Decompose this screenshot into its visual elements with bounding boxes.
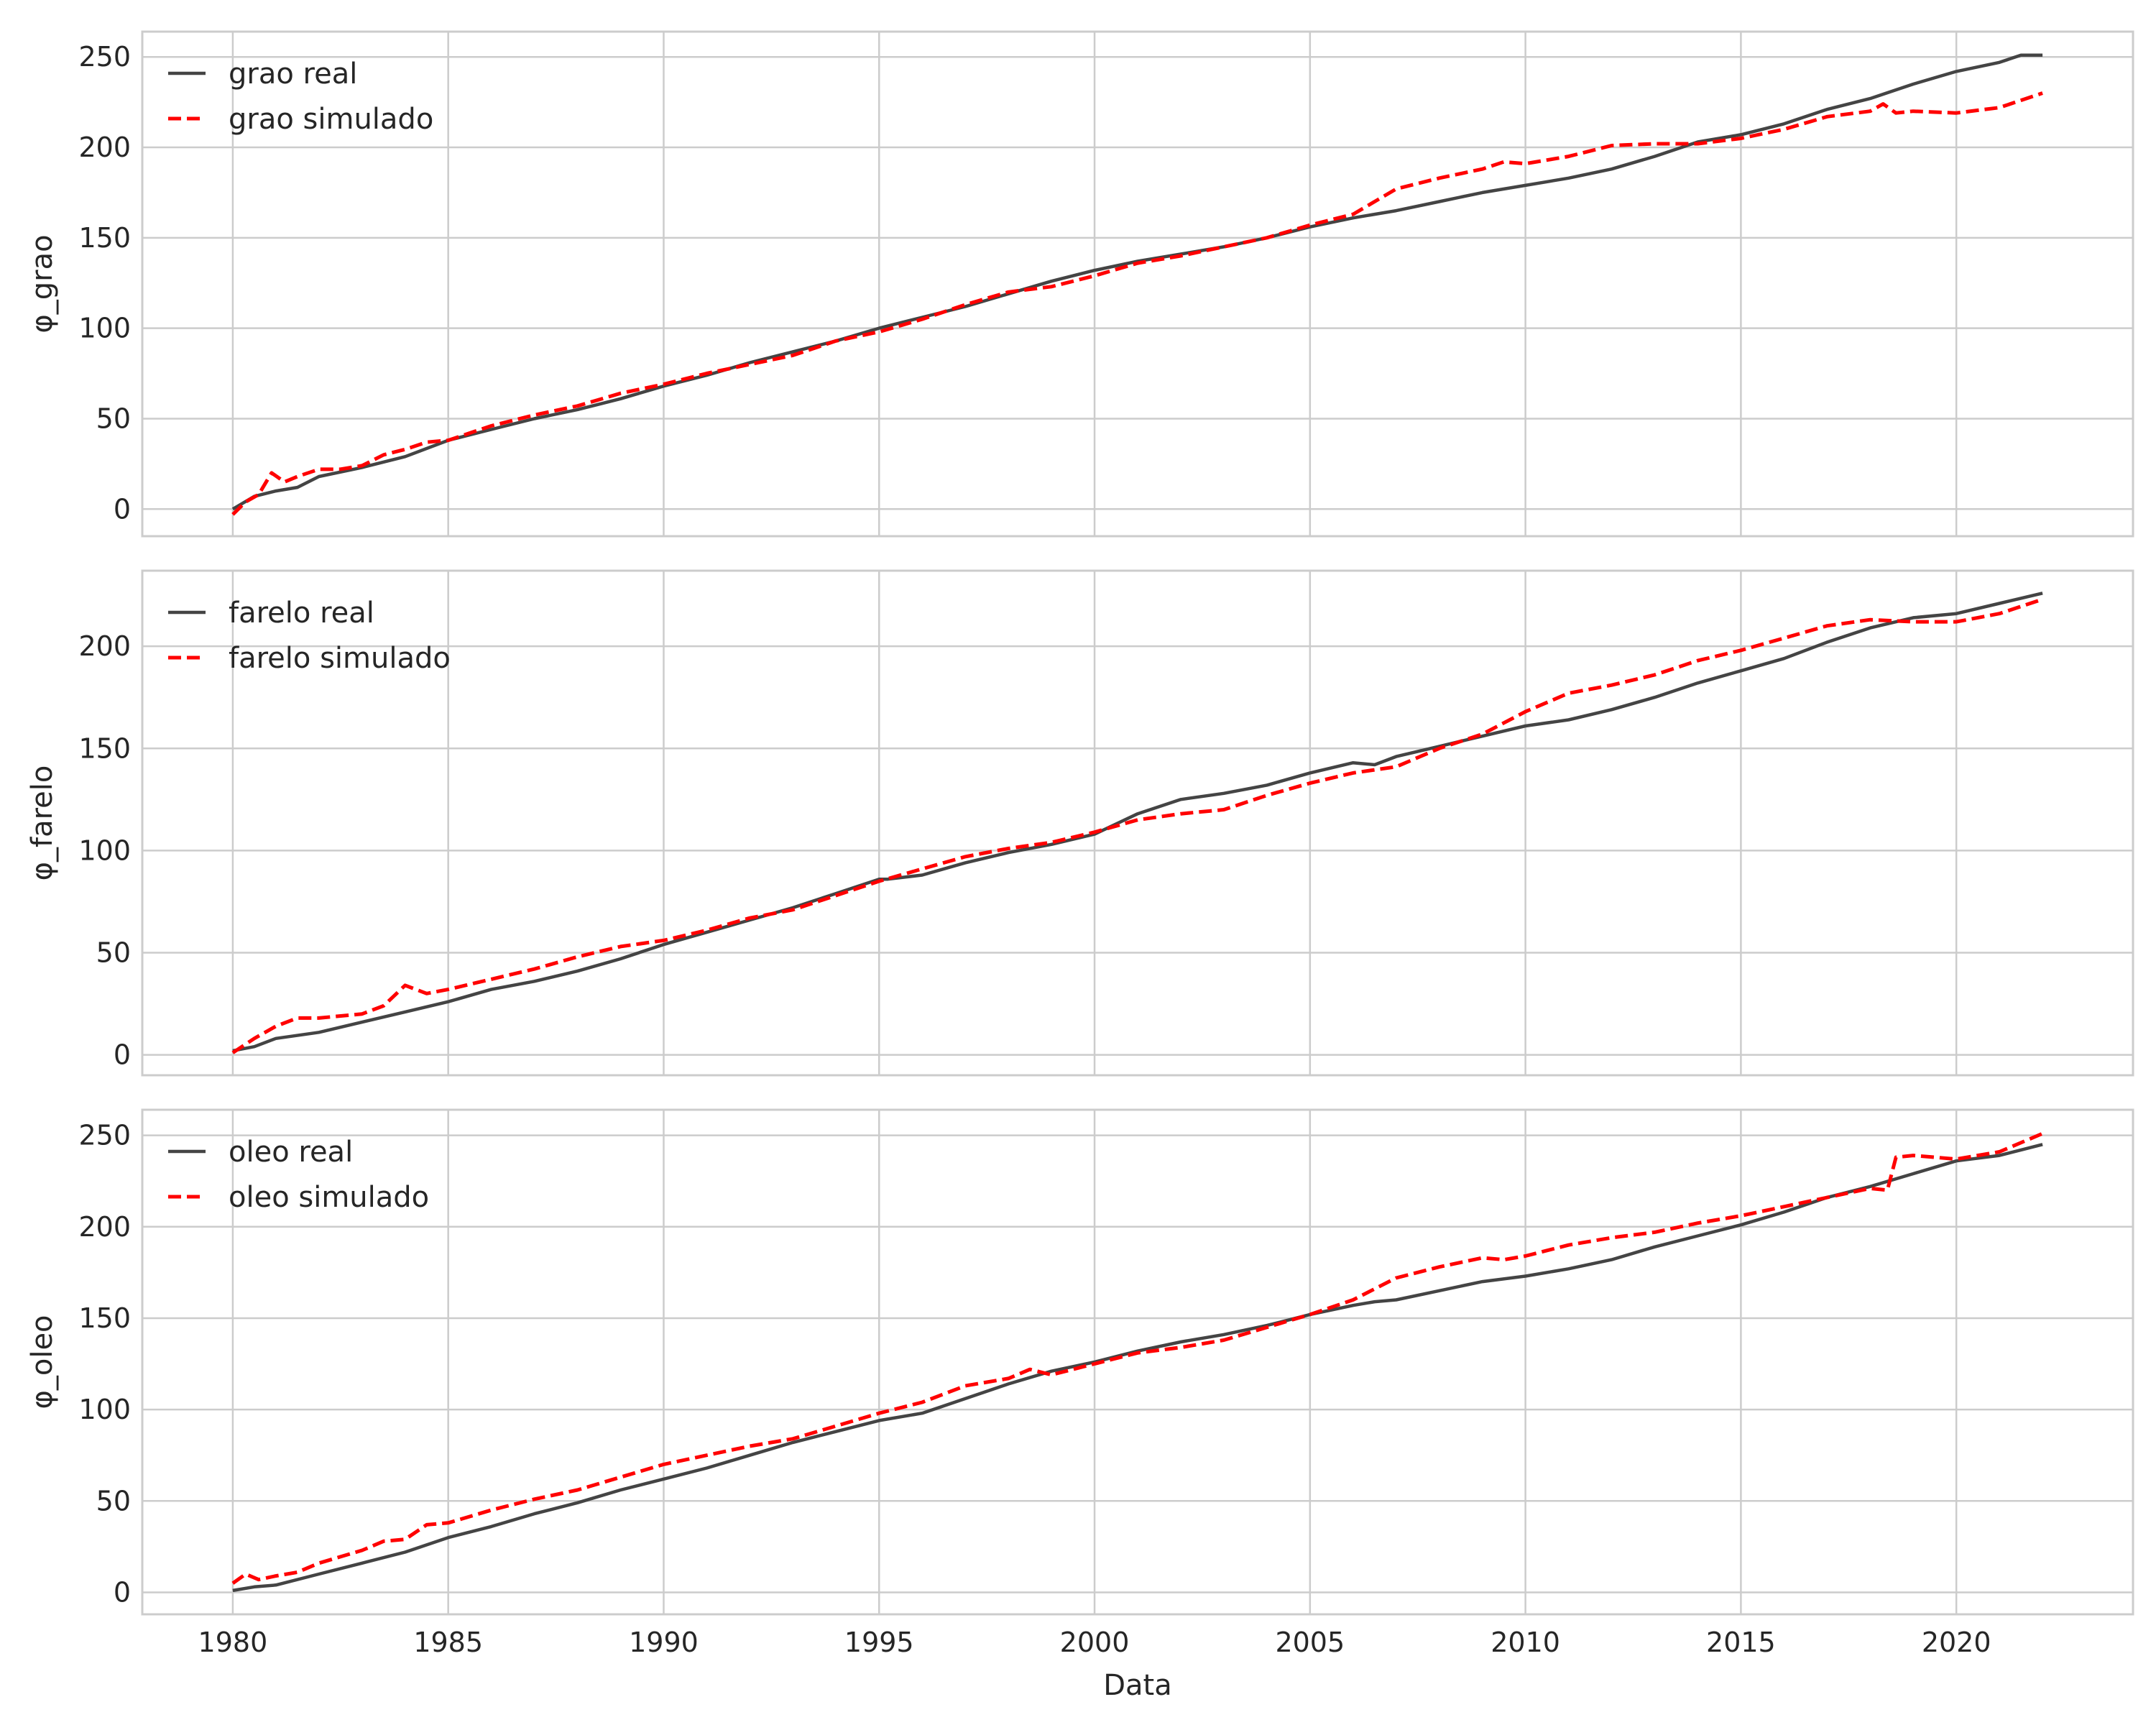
subplot-oleo: 0 50 100 150 200 250 1980 1985 1990 1995 2000 2005 2… — [26, 1108, 2134, 1702]
tick-labels: 0 50 100 150 200 250 1980 1985 1990 1995 2000 2005 2… — [78, 1120, 1991, 1658]
legend-label: farelo real — [229, 597, 374, 630]
series-lines — [231, 592, 2043, 1054]
x-tick-label: 1990 — [629, 1627, 699, 1658]
y-tick-label: 0 — [114, 1039, 131, 1071]
x-tick-label: 2010 — [1491, 1627, 1560, 1658]
subplot-grao: 0 50 100 150 200 250 φ_grao grao real grao sim… — [26, 30, 2134, 538]
y-tick-label: 150 — [78, 222, 131, 254]
x-tick-label: 2005 — [1275, 1627, 1345, 1658]
y-tick-label: 200 — [78, 1211, 131, 1243]
y-tick-label: 150 — [78, 1302, 131, 1334]
y-tick-label: 200 — [78, 132, 131, 163]
grid-lines — [142, 571, 2133, 1075]
y-tick-label: 100 — [78, 834, 131, 866]
grid-lines — [142, 1110, 2133, 1614]
y-tick-label: 100 — [78, 313, 131, 344]
x-tick-label: 1980 — [198, 1627, 268, 1658]
y-tick-label: 50 — [96, 402, 131, 434]
y-tick-label: 0 — [114, 1576, 131, 1608]
legend-label: oleo simulado — [229, 1181, 429, 1214]
x-tick-label: 2000 — [1060, 1627, 1130, 1658]
tick-labels: 0 50 100 150 200 250 — [78, 41, 131, 525]
series-line-farelo-simulado — [231, 597, 2043, 1054]
plot-frame — [141, 1108, 2134, 1616]
series-lines — [231, 53, 2043, 516]
y-tick-label: 50 — [96, 937, 131, 968]
x-tick-label: 2020 — [1922, 1627, 1991, 1658]
series-line-farelo-real — [232, 592, 2043, 1053]
x-tick-label: 2015 — [1706, 1627, 1776, 1658]
x-tick-label: 1995 — [844, 1627, 914, 1658]
series-line-grao-real — [231, 53, 2043, 511]
y-tick-label: 250 — [78, 41, 131, 73]
x-axis-label: Data — [1103, 1669, 1172, 1702]
tick-labels: 0 50 100 150 200 — [78, 630, 131, 1070]
y-tick-label: 150 — [78, 732, 131, 764]
legend-label: grao real — [229, 58, 357, 91]
series-line-grao-simulado — [231, 91, 2043, 516]
y-axis-label: φ_farelo — [26, 765, 59, 881]
series-lines — [231, 1131, 2044, 1593]
legend-label: oleo real — [229, 1136, 353, 1169]
x-tick-label: 1985 — [413, 1627, 483, 1658]
legend[interactable]: oleo real oleo simulado — [168, 1136, 429, 1214]
y-axis-label: φ_oleo — [26, 1315, 59, 1409]
y-axis-label: φ_grao — [26, 234, 59, 333]
plot-frame — [141, 569, 2134, 1077]
y-tick-label: 250 — [78, 1120, 131, 1151]
series-line-oleo-simulado — [231, 1131, 2044, 1585]
grid-lines — [142, 32, 2133, 536]
y-tick-label: 0 — [114, 493, 131, 525]
y-tick-label: 200 — [78, 630, 131, 662]
legend-label: farelo simulado — [229, 642, 451, 675]
series-line-oleo-real — [232, 1143, 2043, 1593]
legend-label: grao simulado — [229, 103, 433, 136]
legend[interactable]: farelo real farelo simulado — [168, 597, 451, 675]
legend[interactable]: grao real grao simulado — [168, 58, 433, 136]
y-tick-label: 50 — [96, 1485, 131, 1517]
y-tick-label: 100 — [78, 1394, 131, 1425]
plot-frame — [141, 30, 2134, 538]
